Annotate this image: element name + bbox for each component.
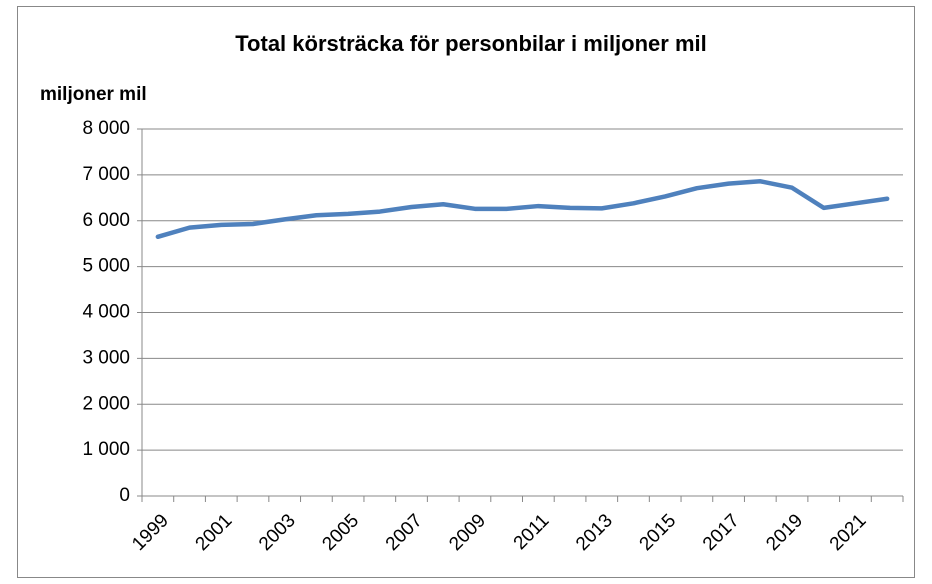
y-axis-label: miljoner mil: [40, 84, 147, 105]
y-tick-label: 3 000: [82, 347, 130, 368]
data-line: [155, 179, 890, 240]
chart-border: [17, 6, 915, 578]
y-tick-label: 5 000: [82, 256, 130, 277]
y-tick-label: 0: [119, 485, 130, 506]
y-tick-label: 7 000: [82, 164, 130, 185]
y-tick-label: 4 000: [82, 302, 130, 323]
y-tick-label: 8 000: [82, 118, 130, 139]
chart-title: Total körsträcka för personbilar i miljo…: [235, 31, 707, 56]
y-tick-label: 6 000: [82, 210, 130, 231]
y-tick-label: 1 000: [82, 439, 130, 460]
y-tick-label: 2 000: [82, 393, 130, 414]
